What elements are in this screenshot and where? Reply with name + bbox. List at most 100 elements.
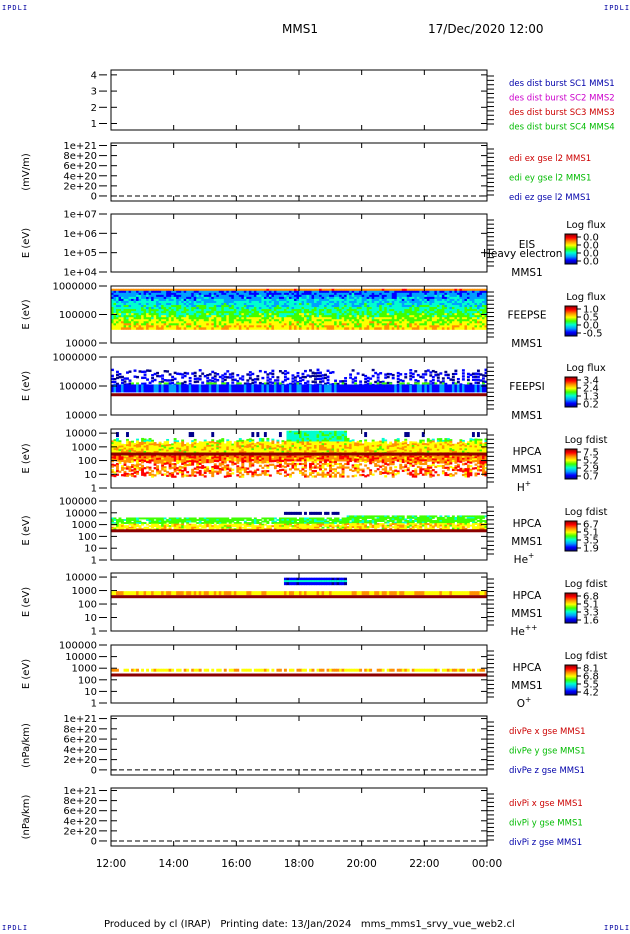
corner-label-bottom-left: IPDLI <box>2 924 29 932</box>
cbar-tick-eis-3: 0.0 <box>583 257 599 268</box>
spacecraft-label-feepse: MMS1 <box>511 338 542 350</box>
instrument-label-feepse: FEEPSE <box>508 310 547 322</box>
legend-divpi-1: divPi y gse MMS1 <box>509 819 583 829</box>
cbar-tick-feepsi-2: 1.3 <box>583 392 599 403</box>
legend-edi-0: edi ex gse l2 MMS1 <box>509 154 591 164</box>
cbar-tick-hpca_h-2: 2.9 <box>583 464 599 475</box>
legend-divpe-1: divPe y gse MMS1 <box>509 747 586 757</box>
ytick-label-hpca_h-2: 100 <box>78 456 97 467</box>
spacecraft-label-feepsi: MMS1 <box>511 410 542 422</box>
panel-frame-eis <box>110 213 488 273</box>
cbar-tick-hpca_h-3: 0.7 <box>583 472 599 483</box>
species-label-hpca_h: H+ <box>517 479 531 494</box>
instrument-label-hpca_he: HPCA <box>513 518 543 530</box>
cbar-tick-hpca_he-0: 6.7 <box>583 520 599 531</box>
colorbar-eis <box>564 233 578 265</box>
ytick-label-hpca_he-5: 1 <box>91 556 97 567</box>
ytick-label-hpca_o-0: 100000 <box>59 641 97 652</box>
ylabel-divpe: (nPa/km) <box>21 723 32 768</box>
ytick-label-feepsi-0: 1000000 <box>52 353 97 364</box>
spectrogram-hpca_hepp <box>111 577 488 599</box>
legend-edi-2: edi ez gse l2 MMS1 <box>509 193 591 203</box>
spectrogram-hpca_he <box>111 511 488 533</box>
cbar-tick-hpca_hepp-1: 5.1 <box>583 600 599 611</box>
ytick-label-divpi-2: 6e+20 <box>63 806 97 817</box>
legend-des_dist-3: des dist burst SC4 MMS4 <box>509 123 615 133</box>
legend-des_dist-0: des dist burst SC1 MMS1 <box>509 79 615 89</box>
ytick-label-hpca_o-4: 10 <box>84 687 97 698</box>
cbar-tick-feepsi-1: 2.4 <box>583 384 599 395</box>
cbar-title-feepsi: Log flux <box>566 363 606 374</box>
ytick-label-hpca_o-5: 1 <box>91 699 97 710</box>
ylabel-divpi: (nPa/km) <box>21 795 32 840</box>
legend-des_dist-1: des dist burst SC2 MMS2 <box>509 94 615 104</box>
panel-feepsi: 1000000 100000 10000 E (eV) FEEPSI MMS1 Log fl… <box>21 353 606 423</box>
ytick-label-edi-3: 4e+20 <box>63 171 97 182</box>
cbar-tick-hpca_hepp-2: 3.3 <box>583 608 599 619</box>
ytick-label-hpca_o-2: 1000 <box>72 664 97 675</box>
overlay-text-eis: Heavy electron to <box>483 248 576 260</box>
cbar-tick-feepse-0: 1.0 <box>583 305 599 316</box>
instrument-label-eis: EIS <box>519 239 536 251</box>
corner-label-top-left: IPDLI <box>2 4 29 12</box>
cbar-tick-hpca_hepp-3: 1.6 <box>583 616 599 627</box>
ytick-label-hpca_hepp-3: 10 <box>84 613 97 624</box>
colorbar-feepse <box>564 305 578 337</box>
ytick-label-divpe-2: 6e+20 <box>63 735 97 746</box>
cbar-tick-hpca_he-2: 3.5 <box>583 536 599 547</box>
cbar-tick-hpca_hepp-0: 6.8 <box>583 592 599 603</box>
instrument-label-hpca_hepp: HPCA <box>513 590 543 602</box>
ytick-label-edi-0: 1e+21 <box>63 141 97 152</box>
ytick-label-divpi-3: 4e+20 <box>63 816 97 827</box>
panel-frame-divpe <box>110 715 488 776</box>
colorbar-hpca_he <box>564 520 578 552</box>
ytick-label-hpca_o-1: 10000 <box>65 652 97 663</box>
cbar-tick-feepse-2: 0.0 <box>583 321 599 332</box>
spectrogram-feepsi <box>111 368 488 397</box>
legend-divpe-2: divPe z gse MMS1 <box>509 766 585 776</box>
corner-label-bottom-right: IPDLI <box>604 924 630 932</box>
cbar-tick-eis-2: 0.0 <box>583 249 599 260</box>
ytick-label-divpe-5: 0 <box>91 765 97 776</box>
ytick-label-feepse-2: 10000 <box>65 339 97 350</box>
time-tick-label-0: 12:00 <box>96 858 126 870</box>
colorbar-feepsi <box>564 376 578 408</box>
ytick-label-divpe-0: 1e+21 <box>63 714 97 725</box>
cbar-title-feepse: Log flux <box>566 292 606 303</box>
ytick-label-eis-2: 1e+05 <box>63 248 97 259</box>
ytick-label-hpca_h-4: 1 <box>91 484 97 495</box>
ytick-label-hpca_hepp-4: 1 <box>91 627 97 638</box>
time-tick-label-4: 20:00 <box>347 858 377 870</box>
ylabel-feepse: E (eV) <box>21 299 32 329</box>
ytick-label-hpca_hepp-0: 10000 <box>65 573 97 584</box>
ytick-label-hpca_o-3: 100 <box>78 675 97 686</box>
ytick-label-eis-0: 1e+07 <box>63 210 97 221</box>
ylabel-edi: (mV/m) <box>21 153 32 191</box>
cbar-tick-feepsi-3: 0.2 <box>583 400 599 411</box>
ytick-label-hpca_he-2: 1000 <box>72 520 97 531</box>
spacecraft-label-hpca_hepp: MMS1 <box>511 608 542 620</box>
ytick-label-hpca_hepp-2: 100 <box>78 600 97 611</box>
ytick-label-divpi-4: 2e+20 <box>63 826 97 837</box>
plot-title: MMS1 <box>282 22 318 36</box>
spectrogram-hpca_h <box>111 430 488 478</box>
ytick-label-des_dist-2: 2 <box>91 103 97 114</box>
ytick-label-des_dist-3: 1 <box>91 119 97 130</box>
cbar-tick-eis-1: 0.0 <box>583 241 599 252</box>
ytick-label-divpe-3: 4e+20 <box>63 745 97 756</box>
cbar-tick-hpca_o-0: 8.1 <box>583 664 599 675</box>
time-tick-label-6: 00:00 <box>472 858 502 870</box>
ytick-label-feepse-1: 100000 <box>59 310 97 321</box>
ytick-label-edi-1: 8e+20 <box>63 151 97 162</box>
footer-credit: Produced by cl (IRAP) Printing date: 13/… <box>104 919 515 930</box>
panel-des_dist: 4 3 2 1 des dist burst SC1 MMS1 des dist burs… <box>91 69 615 133</box>
legend-divpi-2: divPi z gse MMS1 <box>509 838 582 848</box>
plot-datetime: 17/Dec/2020 12:00 <box>428 22 544 36</box>
hpca-hepp-red-band <box>111 595 487 599</box>
instrument-label-hpca_h: HPCA <box>513 446 543 458</box>
panel-frame-des_dist <box>110 69 488 131</box>
ylabel-hpca_h: E (eV) <box>21 443 32 473</box>
legend-divpi-0: divPi x gse MMS1 <box>509 799 583 809</box>
